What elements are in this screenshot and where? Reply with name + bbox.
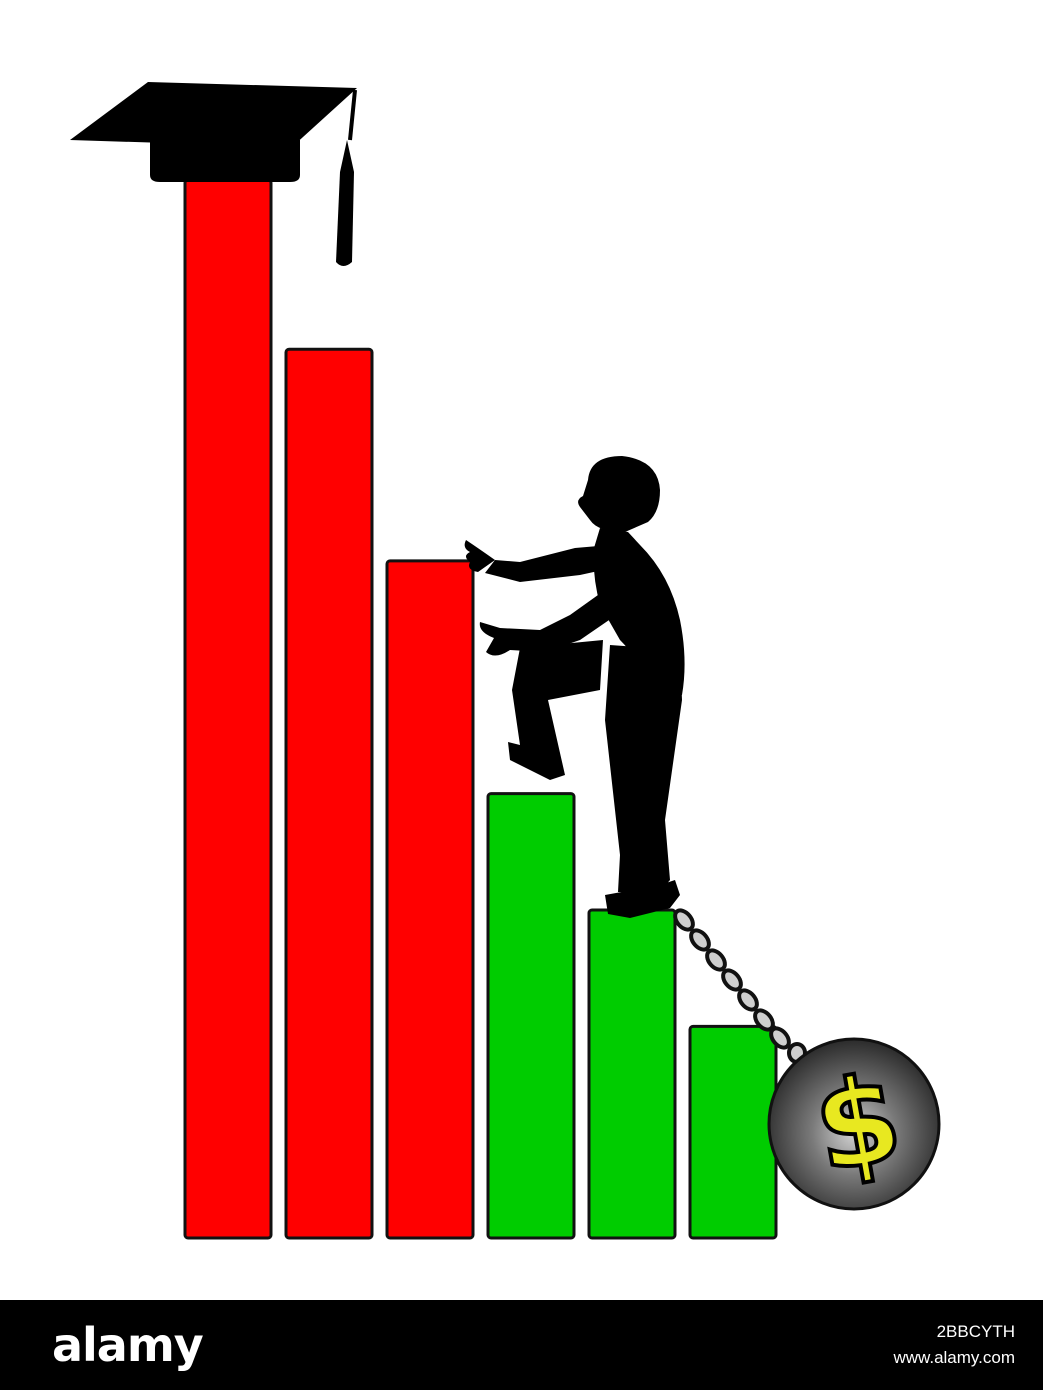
chain-icon (673, 908, 807, 1064)
image-meta: 2BBCYTH www.alamy.com (893, 1319, 1015, 1371)
illustration: $ (70, 82, 941, 1240)
ball-and-chain-icon: $ (767, 1037, 941, 1211)
stock-footer: alamy 2BBCYTH www.alamy.com (0, 1300, 1043, 1390)
site-url: www.alamy.com (893, 1348, 1015, 1367)
image-id: 2BBCYTH (936, 1322, 1015, 1341)
bar-chart (183, 178, 778, 1240)
bar-5 (587, 908, 677, 1240)
bar-4 (486, 792, 576, 1240)
bar-2 (284, 347, 374, 1240)
graduation-cap-icon (70, 82, 357, 266)
bar-3 (385, 559, 475, 1240)
bar-1 (183, 178, 273, 1240)
alamy-logo: alamy (52, 1318, 204, 1372)
bar-6 (688, 1024, 778, 1240)
climbing-child-silhouette (464, 456, 685, 918)
